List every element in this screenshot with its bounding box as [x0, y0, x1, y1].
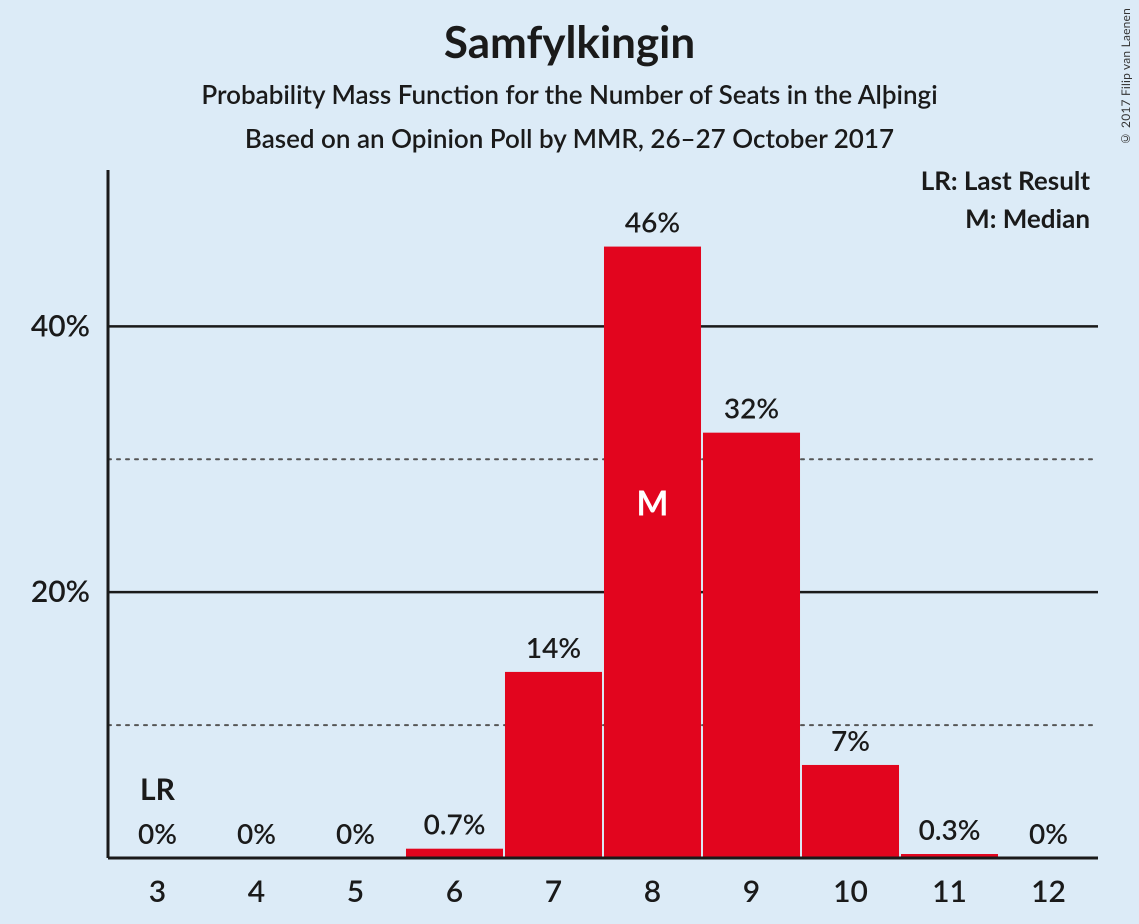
- bar-value-label: 46%: [625, 205, 680, 239]
- copyright-text: © 2017 Filip van Laenen: [1118, 8, 1133, 146]
- x-tick-label: 8: [644, 873, 661, 909]
- bar: [604, 247, 701, 858]
- x-tick-label: 9: [743, 873, 760, 909]
- legend-lr: LR: Last Result: [921, 164, 1091, 196]
- chart-subtitle-2: Based on an Opinion Poll by MMR, 26–27 O…: [0, 122, 1139, 154]
- chart-container: Samfylkingin Probability Mass Function f…: [0, 0, 1139, 924]
- chart-title: Samfylkingin: [0, 16, 1139, 68]
- bar-value-label: 0.7%: [424, 807, 486, 841]
- legend-m: M: Median: [965, 202, 1090, 234]
- x-tick-label: 5: [347, 873, 364, 909]
- x-tick-label: 4: [248, 873, 265, 909]
- bar-value-label: 0%: [237, 816, 276, 850]
- x-tick-label: 11: [932, 873, 967, 909]
- lr-label: LR: [140, 771, 176, 807]
- bar: [703, 433, 800, 858]
- bar-value-label: 0%: [336, 816, 375, 850]
- x-tick-label: 12: [1031, 873, 1066, 909]
- bar-value-label: 7%: [831, 723, 870, 757]
- bar-value-label: 0.3%: [919, 812, 981, 846]
- bar: [802, 765, 899, 858]
- bar-value-label: 0%: [138, 816, 177, 850]
- bar: [505, 672, 602, 858]
- chart-subtitle-1: Probability Mass Function for the Number…: [0, 78, 1139, 110]
- bar-value-label: 32%: [724, 391, 779, 425]
- x-tick-label: 3: [149, 873, 166, 909]
- x-tick-label: 6: [446, 873, 463, 909]
- y-tick-label: 20%: [31, 573, 90, 609]
- x-tick-label: 10: [833, 873, 868, 909]
- bar-value-label: 0%: [1029, 816, 1068, 850]
- y-tick-label: 40%: [31, 307, 90, 343]
- median-label: M: [636, 482, 668, 523]
- x-tick-label: 7: [545, 873, 562, 909]
- bar-value-label: 14%: [526, 630, 581, 664]
